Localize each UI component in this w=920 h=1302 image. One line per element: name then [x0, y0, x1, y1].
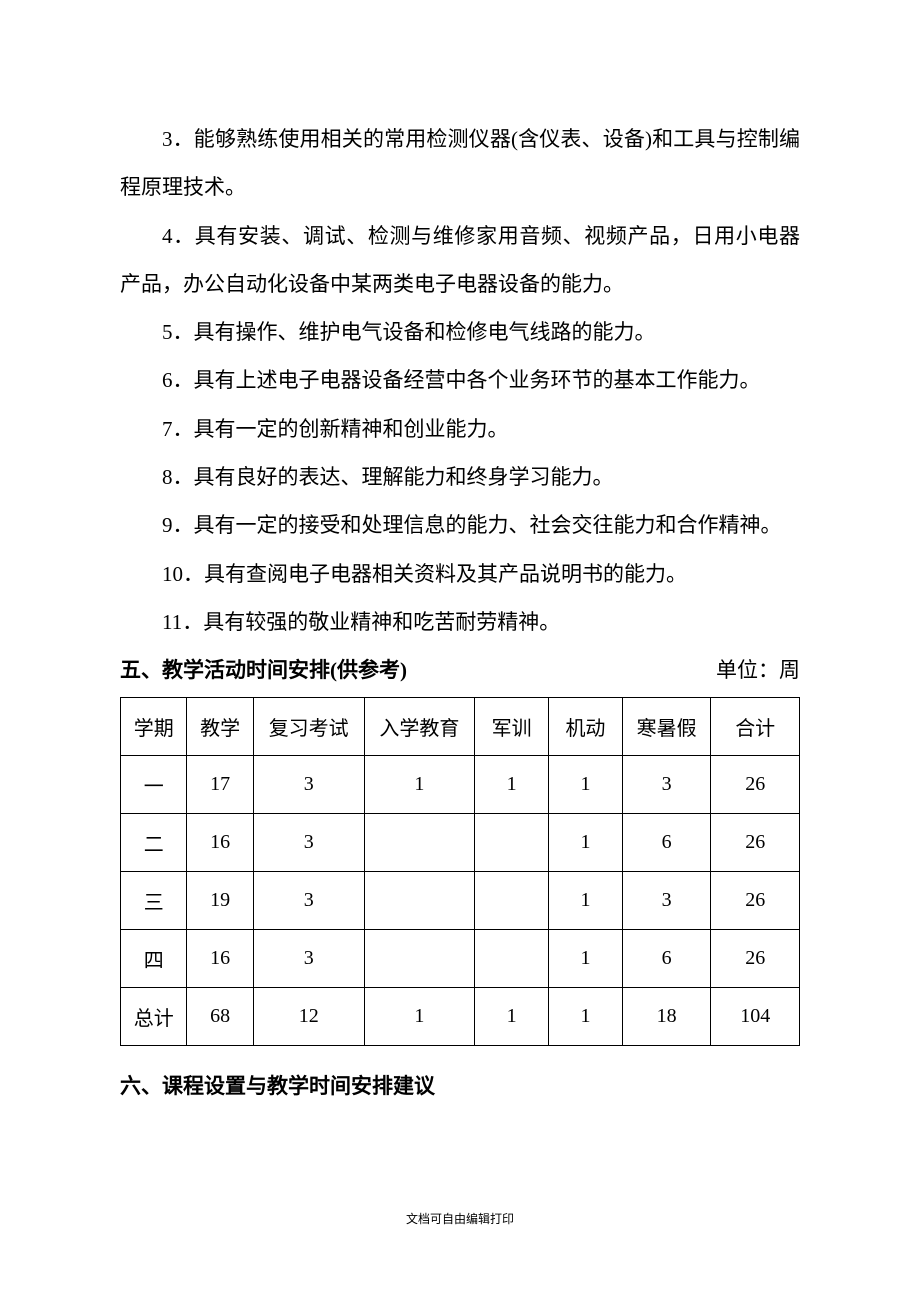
table-cell: 26	[711, 871, 800, 929]
paragraph-9: 9．具有一定的接受和处理信息的能力、社会交往能力和合作精神。	[120, 501, 800, 549]
table-header-cell: 教学	[187, 697, 253, 755]
table-header-cell: 入学教育	[364, 697, 475, 755]
section-6-heading: 六、课程设置与教学时间安排建议	[120, 1062, 800, 1110]
table-header-cell: 机动	[549, 697, 623, 755]
table-header-cell: 学期	[121, 697, 187, 755]
table-cell: 1	[549, 871, 623, 929]
table-cell: 16	[187, 813, 253, 871]
table-cell	[364, 813, 475, 871]
schedule-table: 学期 教学 复习考试 入学教育 军训 机动 寒暑假 合计 一 17 3 1 1 …	[120, 697, 800, 1046]
section-5-heading: 五、教学活动时间安排(供参考) 单位：周	[120, 646, 800, 694]
section-6-title: 六、课程设置与教学时间安排建议	[120, 1074, 435, 1098]
table-cell: 26	[711, 755, 800, 813]
table-cell: 19	[187, 871, 253, 929]
paragraph-11: 11．具有较强的敬业精神和吃苦耐劳精神。	[120, 598, 800, 646]
paragraph-7: 7．具有一定的创新精神和创业能力。	[120, 405, 800, 453]
table-cell: 三	[121, 871, 187, 929]
table-cell: 68	[187, 987, 253, 1045]
table-cell: 3	[622, 755, 711, 813]
table-cell: 1	[549, 987, 623, 1045]
table-cell: 3	[253, 929, 364, 987]
table-header-cell: 合计	[711, 697, 800, 755]
table-header-cell: 寒暑假	[622, 697, 711, 755]
table-cell: 二	[121, 813, 187, 871]
table-cell: 17	[187, 755, 253, 813]
table-cell	[475, 813, 549, 871]
table-cell	[475, 871, 549, 929]
table-row: 二 16 3 1 6 26	[121, 813, 800, 871]
table-row: 四 16 3 1 6 26	[121, 929, 800, 987]
table-cell: 3	[253, 813, 364, 871]
table-cell: 18	[622, 987, 711, 1045]
table-body: 一 17 3 1 1 1 3 26 二 16 3 1 6 26 三	[121, 755, 800, 1045]
table-cell: 12	[253, 987, 364, 1045]
table-cell: 16	[187, 929, 253, 987]
table-cell: 3	[253, 871, 364, 929]
paragraph-10: 10．具有查阅电子电器相关资料及其产品说明书的能力。	[120, 550, 800, 598]
table-cell: 1	[549, 755, 623, 813]
table-cell: 3	[253, 755, 364, 813]
table-cell: 1	[475, 987, 549, 1045]
table-cell: 四	[121, 929, 187, 987]
table-cell: 3	[622, 871, 711, 929]
section-5-unit: 单位：周	[716, 646, 800, 694]
paragraph-4: 4．具有安装、调试、检测与维修家用音频、视频产品，日用小电器产品，办公自动化设备…	[120, 212, 800, 309]
paragraph-3: 3．能够熟练使用相关的常用检测仪器(含仪表、设备)和工具与控制编程原理技术。	[120, 115, 800, 212]
paragraph-6: 6．具有上述电子电器设备经营中各个业务环节的基本工作能力。	[120, 356, 800, 404]
table-cell	[475, 929, 549, 987]
table-cell: 104	[711, 987, 800, 1045]
table-cell: 6	[622, 813, 711, 871]
section-5-title: 五、教学活动时间安排(供参考)	[120, 646, 407, 694]
table-header-row: 学期 教学 复习考试 入学教育 军训 机动 寒暑假 合计	[121, 697, 800, 755]
table-cell: 总计	[121, 987, 187, 1045]
table-cell: 26	[711, 813, 800, 871]
table-cell: 6	[622, 929, 711, 987]
table-row-total: 总计 68 12 1 1 1 18 104	[121, 987, 800, 1045]
page-footer: 文档可自由编辑打印	[0, 1210, 920, 1227]
paragraph-5: 5．具有操作、维护电气设备和检修电气线路的能力。	[120, 308, 800, 356]
table-cell: 一	[121, 755, 187, 813]
table-cell: 1	[549, 813, 623, 871]
table-row: 一 17 3 1 1 1 3 26	[121, 755, 800, 813]
document-content: 3．能够熟练使用相关的常用检测仪器(含仪表、设备)和工具与控制编程原理技术。 4…	[120, 115, 800, 1110]
table-cell	[364, 871, 475, 929]
table-cell: 1	[364, 755, 475, 813]
table-cell	[364, 929, 475, 987]
table-header-cell: 复习考试	[253, 697, 364, 755]
paragraph-8: 8．具有良好的表达、理解能力和终身学习能力。	[120, 453, 800, 501]
table-cell: 26	[711, 929, 800, 987]
table-cell: 1	[364, 987, 475, 1045]
table-row: 三 19 3 1 3 26	[121, 871, 800, 929]
table-cell: 1	[549, 929, 623, 987]
table-cell: 1	[475, 755, 549, 813]
table-header-cell: 军训	[475, 697, 549, 755]
